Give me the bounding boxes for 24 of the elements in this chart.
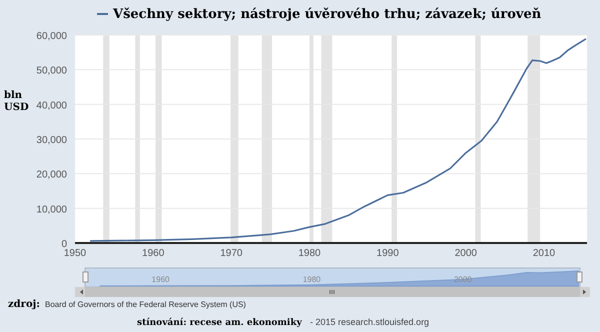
y-tick-label: 40,000: [36, 100, 68, 112]
x-tick-label: 2010: [532, 248, 556, 259]
x-tick-label: 1980: [298, 248, 322, 259]
legend-label: Všechny sektory; nástroje úvěrového trhu; závazek; úroveň: [112, 7, 542, 22]
y-tick-label: 30,000: [36, 135, 68, 146]
y-tick-label: 10,000: [36, 204, 68, 216]
y-tick-label: 0: [61, 239, 68, 250]
line-series: [90, 38, 586, 242]
text: zdroj:: [8, 299, 40, 310]
text: stínování: recese am. ekonomiky: [137, 317, 303, 328]
y-tick-label: 60,000: [36, 31, 68, 42]
x-tick-label: 2000: [454, 248, 478, 259]
y-tick-label: 20,000: [36, 170, 68, 181]
x-tick-label: 1960: [152, 275, 170, 284]
x-tick-label: 1980: [302, 275, 322, 284]
y-tick-label: 50,000: [36, 66, 68, 77]
x-tick-label: 1950: [64, 248, 87, 259]
y-axis-title: bln USD: [4, 90, 29, 113]
x-tick-label: 1960: [142, 248, 165, 259]
text: Board of Governors of the Federal Reserve System (US): [45, 300, 246, 309]
x-tick-label: 2000: [454, 275, 472, 284]
x-tick-label: 1970: [220, 248, 243, 259]
x-tick-label: 1990: [376, 248, 400, 259]
text: - 2015 research.stlouisfed.org: [310, 317, 430, 327]
